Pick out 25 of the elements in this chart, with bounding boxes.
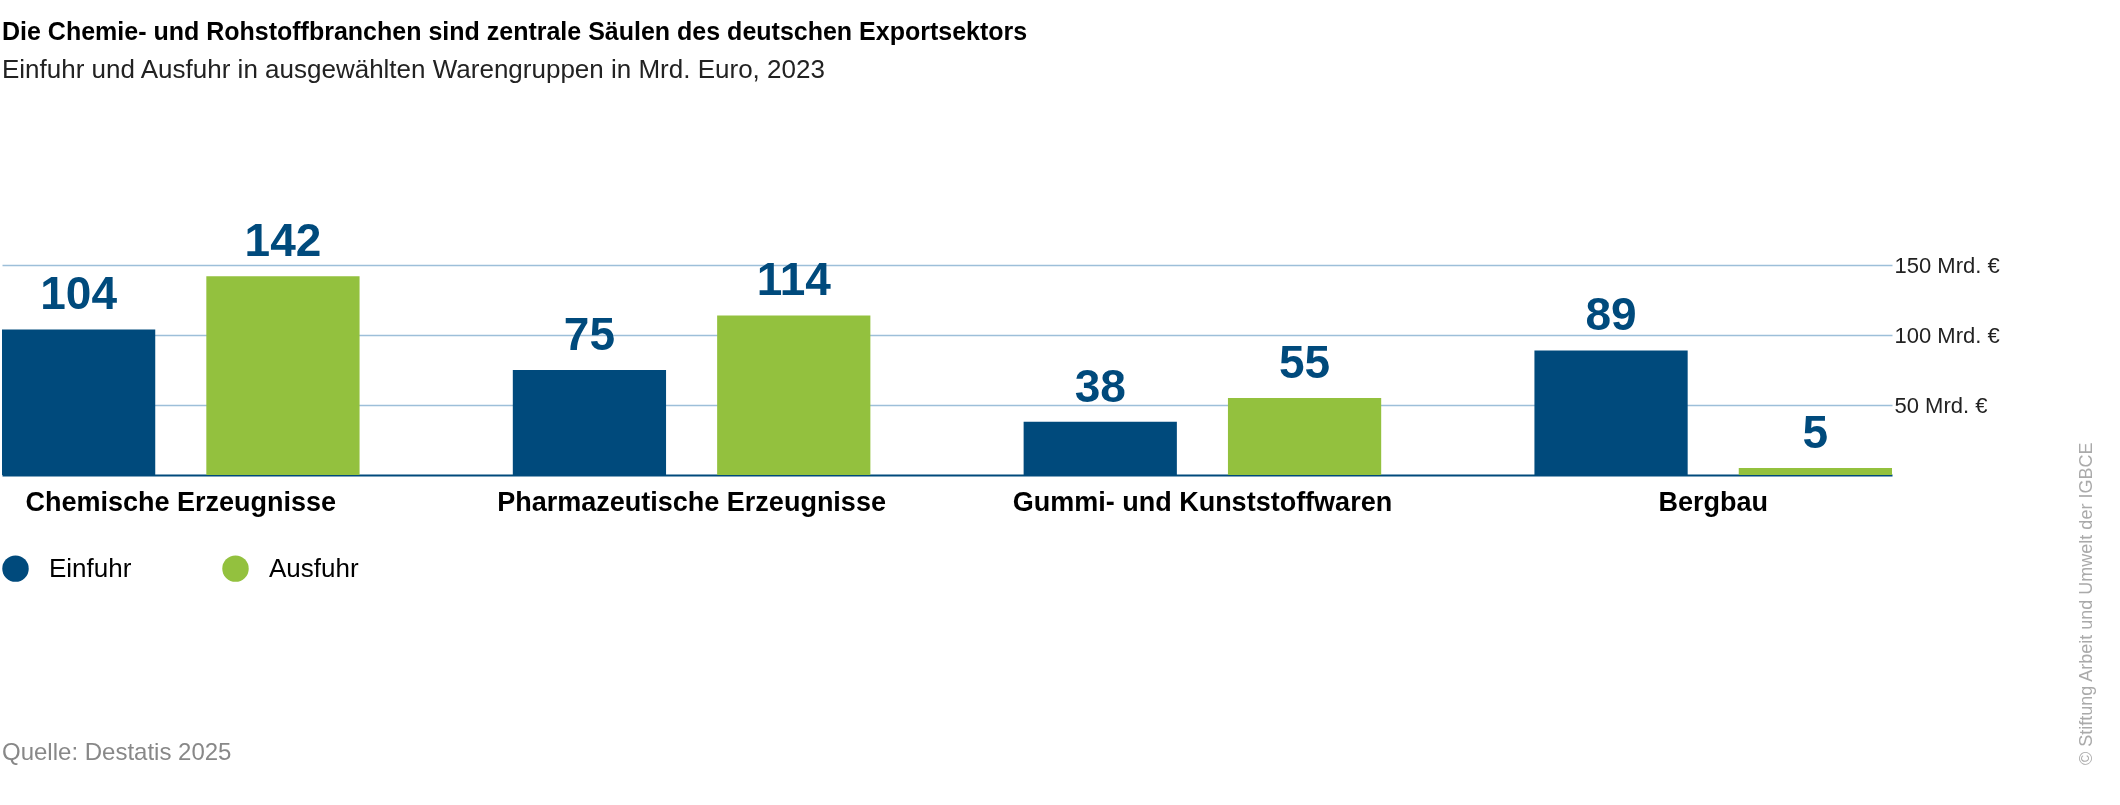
legend-label: Ausfuhr <box>269 552 359 583</box>
x-tick-label: Bergbau <box>1658 486 1768 517</box>
bar <box>1738 468 1892 475</box>
data-label: 75 <box>563 308 616 360</box>
bar <box>1227 398 1382 475</box>
x-tick-label: Chemische Erzeugnisse <box>25 486 337 517</box>
legend-label: Einfuhr <box>49 552 132 583</box>
bar <box>206 276 360 475</box>
data-label: 5 <box>1802 406 1829 458</box>
bar <box>717 315 871 475</box>
x-tick-label: Pharmazeutische Erzeugnisse <box>497 486 886 517</box>
data-label: 89 <box>1585 288 1637 341</box>
data-label: 114 <box>756 253 832 306</box>
chart-subtitle: Einfuhr und Ausfuhr in ausgewählten Warengruppen in Mrd. Euro, 2023 <box>2 54 825 85</box>
text: © Stiftung Arbeit und Umwelt der IGBCE <box>2076 442 2096 765</box>
chart-title: Die Chemie- und Rohstoffbranchen sind zentrale Säulen des deutschen Exportsektors <box>2 17 1028 46</box>
data-label: 104 <box>40 267 118 320</box>
data-label: 142 <box>244 214 322 267</box>
data-label: 55 <box>1278 336 1331 388</box>
source-note: Quelle: Destatis 2025 <box>2 738 232 765</box>
x-tick-label: Gummi- und Kunststoffwaren <box>1012 486 1393 517</box>
y-tick-label: 50 Mrd. € <box>1894 392 1988 418</box>
y-tick-label: 100 Mrd. € <box>1894 322 2000 348</box>
data-label: 38 <box>1074 359 1126 412</box>
y-tick-label: 150 Mrd. € <box>1894 252 2000 278</box>
